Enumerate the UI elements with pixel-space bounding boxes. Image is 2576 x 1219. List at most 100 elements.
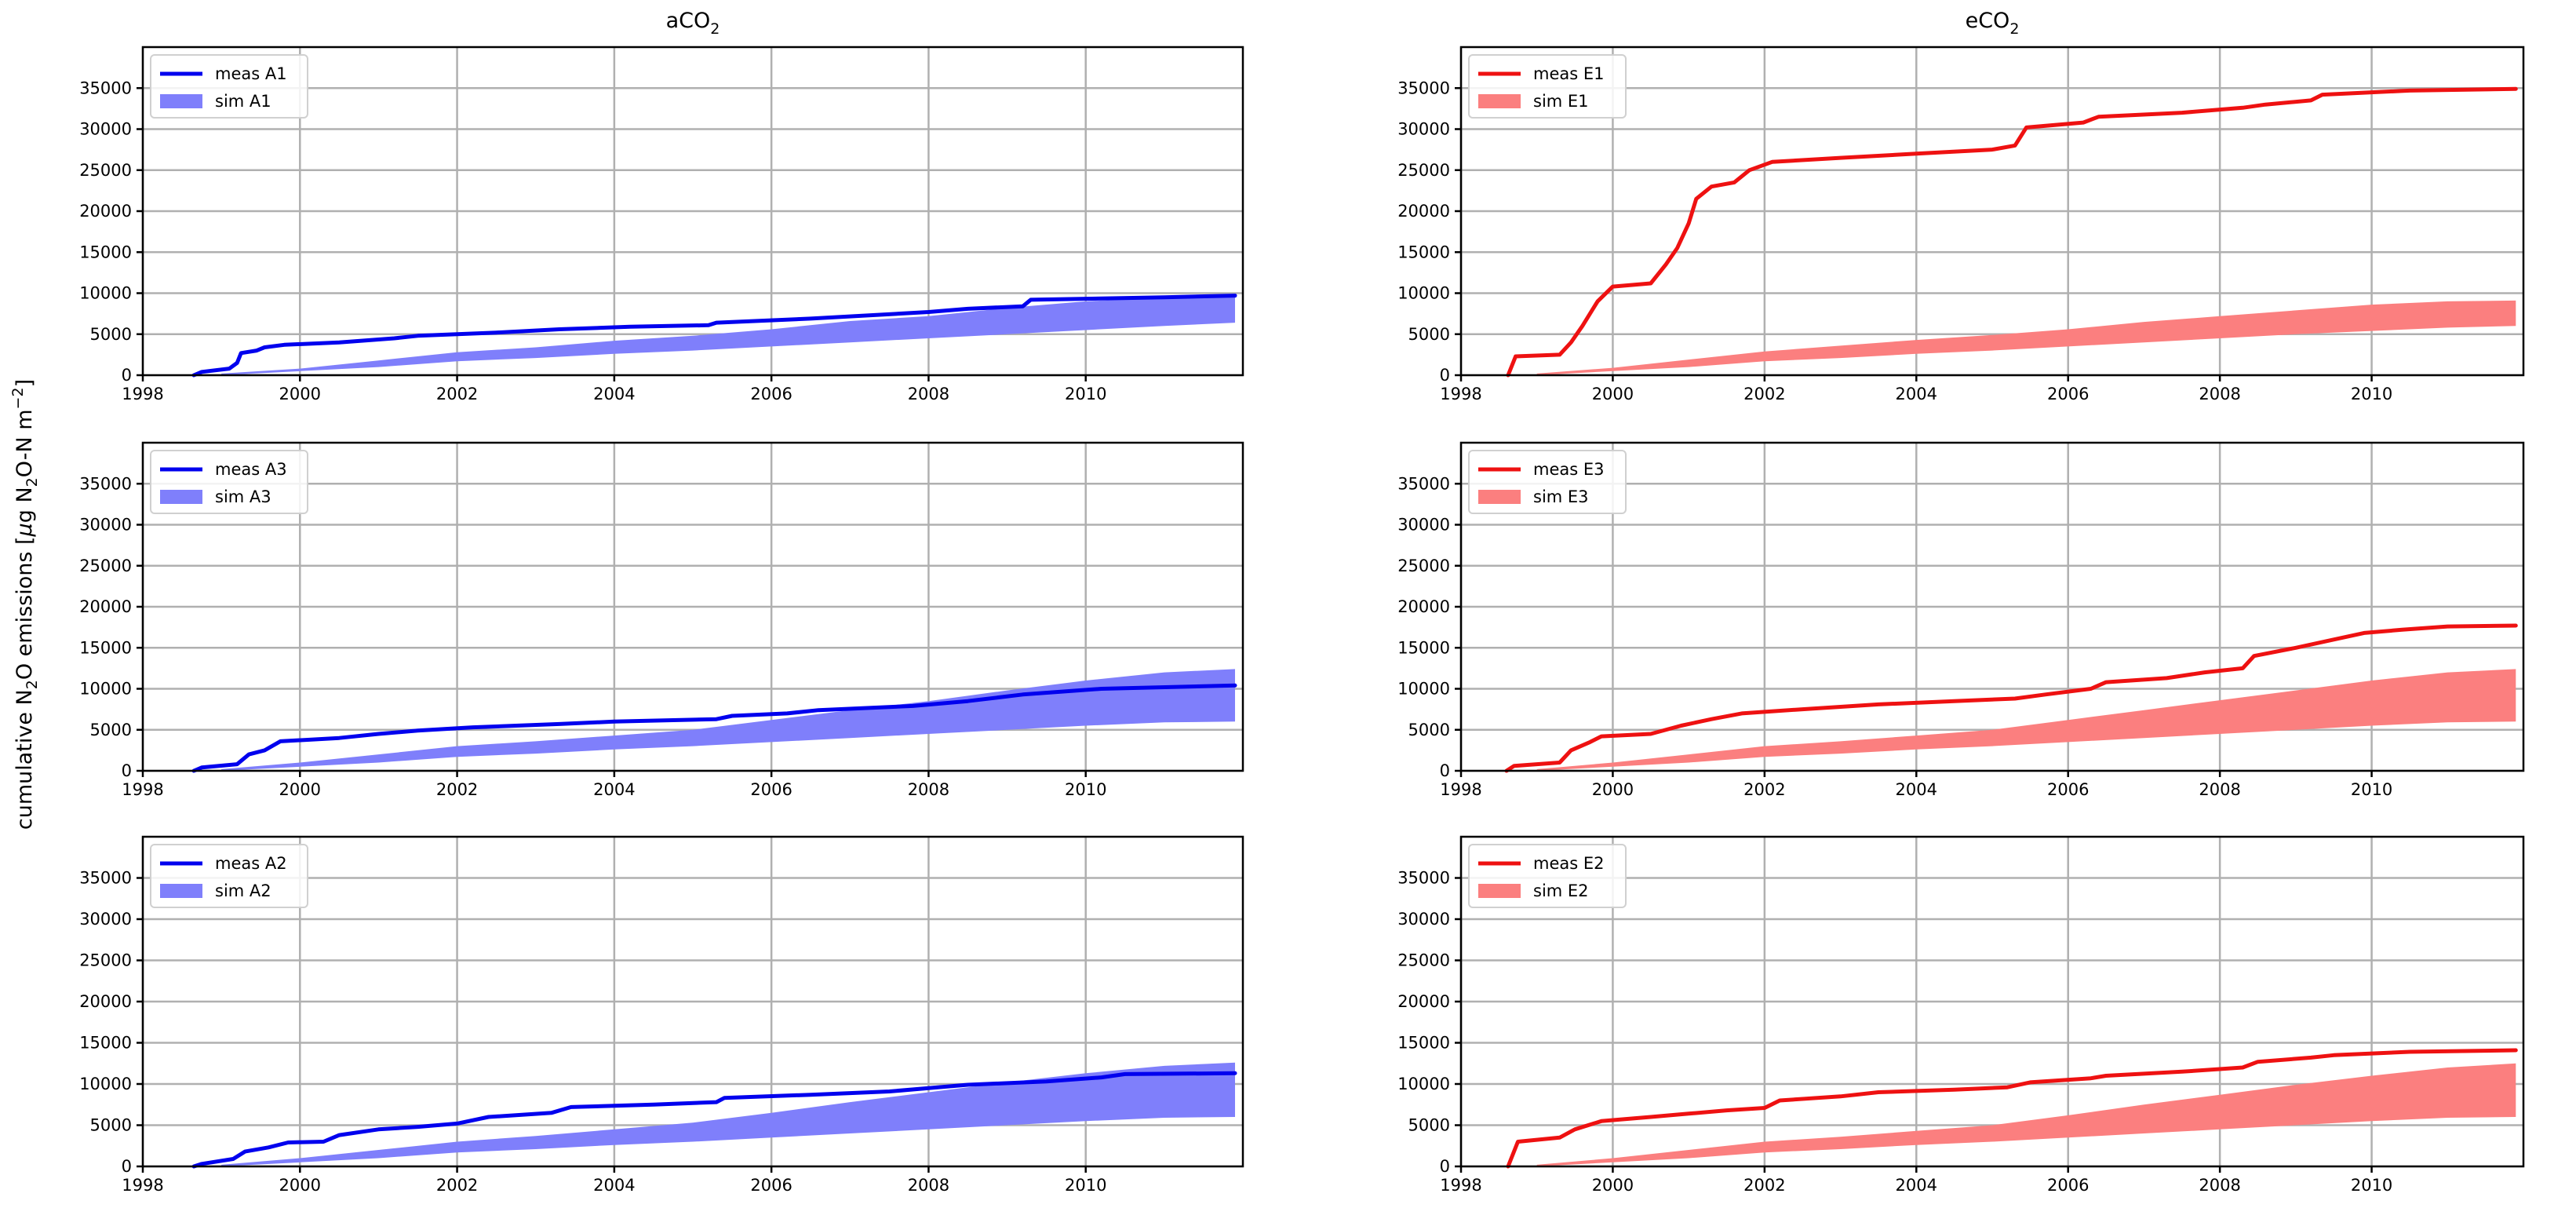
y-tick-label: 30000 [79,910,132,929]
sim-band-A2 [221,1062,1236,1166]
x-tick-label: 2008 [908,385,949,403]
x-tick-label: 2004 [593,780,635,799]
y-tick-label: 20000 [1397,992,1450,1011]
legend-E2: meas E2 sim E2 [1468,844,1627,908]
legend-sim-label: sim E1 [1533,92,1589,111]
x-tick-label: 2006 [750,780,792,799]
x-tick-label: 2008 [908,1176,949,1195]
x-tick-label: 2010 [2351,780,2392,799]
y-tick-label: 5000 [1408,1116,1450,1135]
y-tick-label: 20000 [79,597,132,616]
sim-band-A3 [221,669,1236,771]
y-tick-label: 20000 [1397,202,1450,221]
y-tick-label: 0 [122,1157,132,1176]
y-tick-label: 25000 [79,557,132,575]
y-tick-label: 25000 [1397,161,1450,180]
x-tick-label: 1998 [1440,385,1481,403]
meas-line-E1 [1506,86,2518,378]
y-tick-label: 15000 [79,1034,132,1053]
x-tick-label: 2010 [2351,385,2392,403]
panel-A3: 1998 2000 2002 2004 2006 2008 2010 0 5000 10000 15… [79,441,1244,799]
y-tick-label: 25000 [1397,557,1450,575]
y-tick-label: 20000 [1397,597,1450,616]
y-tick-label: 10000 [79,680,132,699]
x-tick-label: 2008 [2199,1176,2240,1195]
sim-band-E1 [1536,300,2516,375]
x-tick-label: 1998 [122,1176,163,1195]
x-tick-label: 1998 [122,780,163,799]
y-axis-label: cumulative N2O emissions [μg N2O-N m−2] [9,379,41,830]
x-tick-label: 2000 [279,385,321,403]
legend-A3: meas A3 sim A3 [150,450,308,514]
meas-line-A2 [191,1071,1237,1169]
y-tick-label: 35000 [79,78,132,97]
x-tick-label: 2002 [1743,385,1785,403]
legend-A2: meas A2 sim A2 [150,844,308,908]
x-tick-label: 2006 [2047,780,2089,799]
x-tick-label: 2004 [1896,780,1937,799]
x-tick-label: 2010 [1065,780,1106,799]
y-tick-label: 15000 [1397,638,1450,657]
y-tick-label: 35000 [79,869,132,888]
x-tick-label: 2010 [1065,385,1106,403]
legend-sim-label: sim E2 [1533,881,1589,900]
legend-sim-swatch [1478,884,1521,898]
legend-E3: meas E3 sim E3 [1468,450,1627,514]
y-axis-label-part: 2 [24,477,41,487]
x-tick-label: 2008 [2199,385,2240,403]
x-tick-label: 2000 [279,1176,321,1195]
column-title-subscript: 2 [710,20,720,38]
y-tick-label: 15000 [79,638,132,657]
y-tick-label: 20000 [79,992,132,1011]
column-titles: aCO2 eCO2 [666,9,2020,38]
y-tick-label: 30000 [1397,910,1450,929]
meas-line-A3 [191,683,1237,773]
x-tick-label: 2002 [1743,1176,1785,1195]
panel-A1: 1998 2000 2002 2004 2006 2008 2010 0 5000 10000 15… [79,46,1244,403]
y-tick-label: 0 [122,366,132,385]
x-tick-label: 2000 [1592,385,1634,403]
legend-A1: meas A1 sim A1 [150,54,308,119]
y-tick-label: 35000 [1397,474,1450,493]
legend-sim-label: sim A3 [215,487,271,506]
y-axis-label-group: cumulative N2O emissions [μg N2O-N m−2] [9,379,41,830]
x-tick-label: 2000 [1592,1176,1634,1195]
x-tick-label: 2006 [2047,385,2089,403]
y-tick-label: 25000 [79,161,132,180]
column-title-base: aCO [666,9,711,33]
y-tick-label: 5000 [90,325,132,344]
x-tick-label: 2008 [2199,780,2240,799]
y-tick-label: 15000 [1397,1034,1450,1053]
legend-sim-label: sim E3 [1533,487,1589,506]
x-tick-label: 2008 [908,780,949,799]
panel-E3: 1998 2000 2002 2004 2006 2008 2010 0 5000 10000 15… [1397,441,2525,799]
x-tick-label: 2006 [750,1176,792,1195]
x-tick-label: 1998 [1440,1176,1481,1195]
x-tick-label: 2000 [279,780,321,799]
y-tick-label: 10000 [1397,284,1450,303]
legend-meas-label: meas A1 [215,64,287,83]
y-tick-label: 35000 [79,474,132,493]
y-tick-label: 35000 [1397,78,1450,97]
sim-band-E2 [1536,1063,2516,1166]
column-title-subscript: 2 [2009,20,2019,38]
legend-meas-label: meas E2 [1533,854,1605,873]
x-tick-label: 2002 [436,780,478,799]
y-tick-label: 30000 [79,516,132,535]
legend-sim-swatch [160,490,202,504]
x-tick-label: 2006 [2047,1176,2089,1195]
column-title-base: eCO [1966,9,2010,33]
y-tick-label: 0 [1440,366,1450,385]
y-axis-label-part: ] [13,379,37,388]
y-tick-label: 0 [1440,761,1450,780]
column-title-1: eCO2 [1966,9,2020,38]
x-tick-label: 1998 [122,385,163,403]
legend-meas-label: meas A3 [215,460,287,479]
x-tick-label: 2002 [436,1176,478,1195]
x-tick-label: 2002 [1743,780,1785,799]
x-tick-label: 2000 [1592,780,1634,799]
legend-sim-swatch [160,94,202,108]
y-tick-label: 5000 [90,721,132,739]
y-tick-label: 0 [122,761,132,780]
